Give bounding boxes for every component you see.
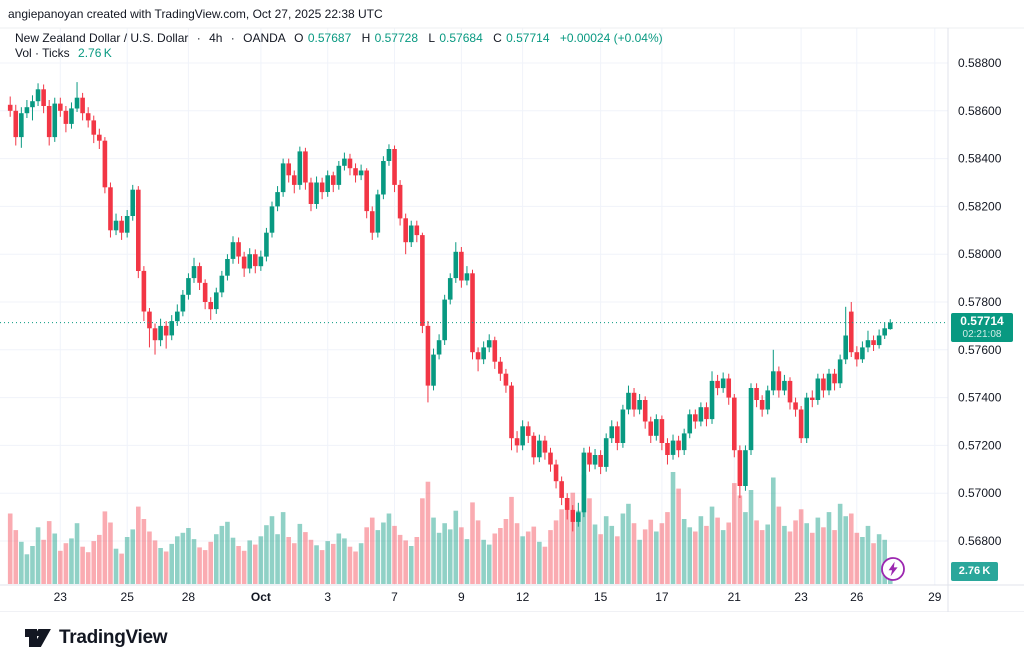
- svg-text:0.58400: 0.58400: [958, 152, 1002, 166]
- svg-text:21: 21: [728, 590, 742, 604]
- svg-text:0.57400: 0.57400: [958, 391, 1002, 405]
- legend-separator: ·: [230, 31, 235, 45]
- tradingview-logo-icon: [25, 629, 51, 647]
- svg-text:Oct: Oct: [251, 590, 271, 604]
- symbol-legend[interactable]: New Zealand Dollar / U.S. Dollar · 4h · …: [15, 31, 663, 45]
- svg-text:23: 23: [794, 590, 808, 604]
- chart-credit: angiepanoyan created with TradingView.co…: [8, 7, 383, 21]
- svg-text:29: 29: [928, 590, 942, 604]
- svg-text:25: 25: [121, 590, 135, 604]
- footer: [0, 612, 1024, 665]
- volume-value: 2.76 K: [78, 46, 112, 60]
- volume-legend[interactable]: Vol · Ticks 2.76 K: [15, 46, 112, 60]
- svg-text:26: 26: [850, 590, 864, 604]
- open-value: 0.57687: [307, 31, 352, 45]
- legend-separator: ·: [196, 31, 201, 45]
- tradingview-logo-text: TradingView: [59, 627, 168, 648]
- last-price-badge: 0.57714 02:21:08: [951, 313, 1013, 342]
- svg-text:17: 17: [655, 590, 669, 604]
- interval-label: 4h: [209, 31, 223, 45]
- svg-text:0.58600: 0.58600: [958, 104, 1002, 118]
- svg-text:9: 9: [458, 590, 465, 604]
- exchange-label: OANDA: [243, 31, 286, 45]
- volume-axis-badge: 2.76 K: [951, 562, 998, 581]
- svg-text:0.57800: 0.57800: [958, 295, 1002, 309]
- svg-text:12: 12: [516, 590, 530, 604]
- high-value: 0.57728: [374, 31, 418, 45]
- svg-text:28: 28: [182, 590, 196, 604]
- close-label: C: [493, 31, 502, 45]
- high-label: H: [361, 31, 371, 45]
- low-value: 0.57684: [439, 31, 483, 45]
- svg-text:0.57200: 0.57200: [958, 438, 1002, 452]
- svg-text:0.56800: 0.56800: [958, 534, 1002, 548]
- svg-text:0.57000: 0.57000: [958, 486, 1002, 500]
- svg-text:0.58200: 0.58200: [958, 199, 1002, 213]
- tradingview-logo[interactable]: TradingView: [25, 627, 168, 649]
- svg-text:0.58800: 0.58800: [958, 56, 1002, 70]
- svg-text:15: 15: [594, 590, 608, 604]
- svg-text:3: 3: [324, 590, 331, 604]
- svg-text:0.57600: 0.57600: [958, 343, 1002, 357]
- svg-text:7: 7: [391, 590, 398, 604]
- bar-countdown: 02:21:08: [962, 329, 1002, 340]
- symbol-title: New Zealand Dollar / U.S. Dollar: [15, 31, 189, 45]
- volume-label: Vol · Ticks: [15, 46, 70, 60]
- low-label: L: [428, 31, 436, 45]
- svg-text:0.58000: 0.58000: [958, 247, 1002, 261]
- svg-text:23: 23: [54, 590, 68, 604]
- flash-marker-button[interactable]: [880, 556, 906, 582]
- close-value: 0.57714: [506, 31, 550, 45]
- last-price-value: 0.57714: [960, 314, 1004, 328]
- lightning-icon: [881, 557, 905, 581]
- change-value: +0.00024 (+0.04%): [559, 31, 663, 45]
- open-label: O: [294, 31, 304, 45]
